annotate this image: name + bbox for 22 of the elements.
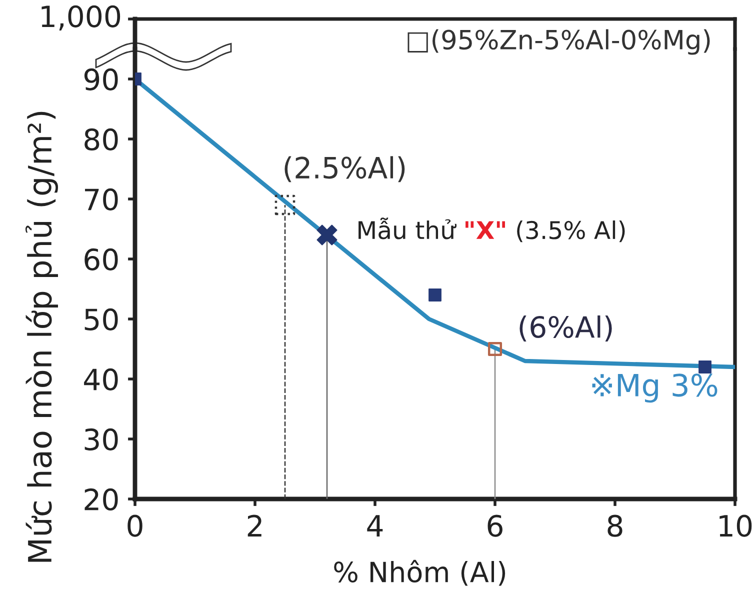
- x-axis-title: % Nhôm (Al): [334, 560, 506, 586]
- x-tick-label: 6: [488, 514, 502, 537]
- y-tick-label: 90: [84, 68, 118, 90]
- annotation: □(95%Zn-5%Al-0%Mg): [408, 29, 710, 55]
- x-tick-label: 2: [248, 514, 262, 536]
- annotation: Mẫu thử "X" (3.5% Al): [358, 218, 625, 242]
- x-tick-label: 10: [720, 514, 752, 537]
- annotation: (2.5%Al): [284, 156, 405, 182]
- y-tick-label: 60: [84, 248, 118, 270]
- y-tick-label: 40: [84, 368, 118, 390]
- annotation: ※Mg 3%: [592, 374, 718, 403]
- x-tick-label: 0: [128, 514, 142, 537]
- y-tick-label: 50: [84, 308, 118, 330]
- annotation: (6%Al): [520, 315, 612, 342]
- text: 1,000: [42, 5, 120, 30]
- y-tick-label: 80: [84, 128, 118, 150]
- y-tick-label: 70: [85, 188, 118, 210]
- x-tick-label: 4: [367, 515, 383, 536]
- y-axis-title: Mức hao mòn lớp phủ (g/m²): [25, 112, 58, 562]
- y-tick-label: 20: [84, 488, 118, 510]
- x-tick-label: 8: [608, 514, 622, 537]
- y-tick-label: 30: [84, 428, 118, 450]
